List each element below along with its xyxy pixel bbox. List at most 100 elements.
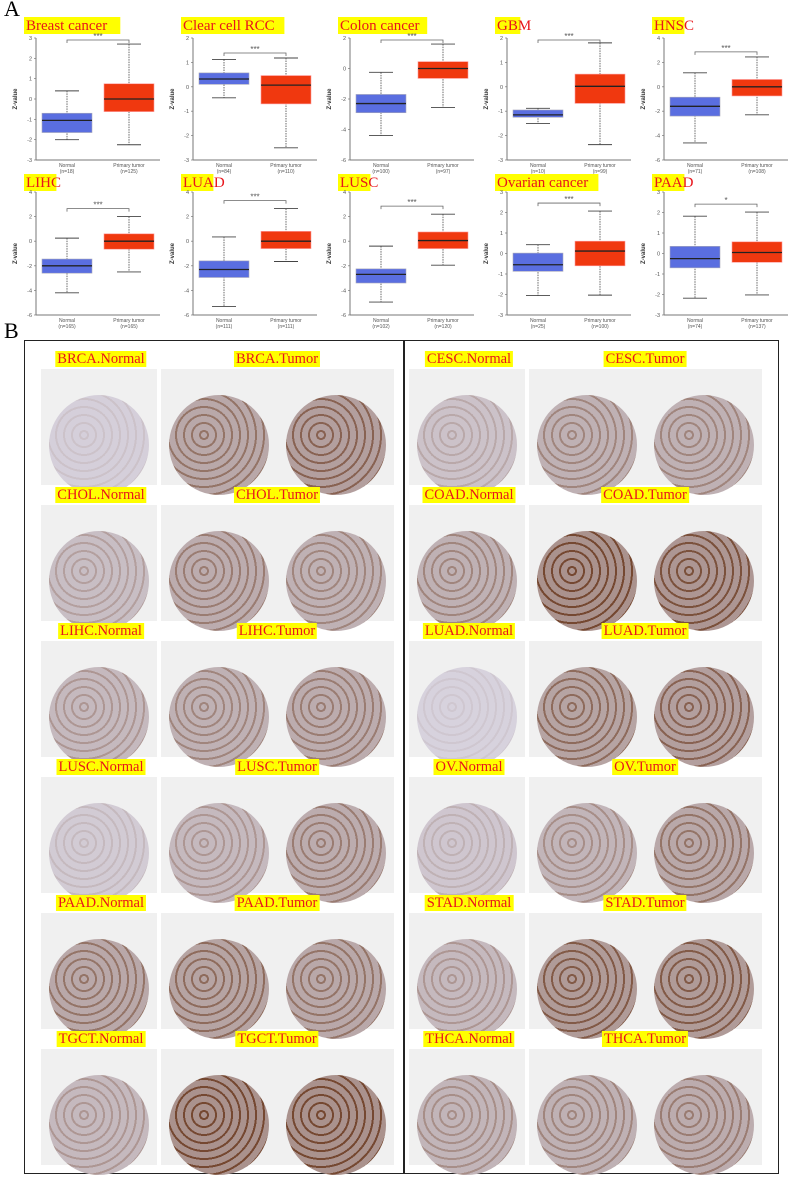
tumor-box: [103, 83, 155, 112]
tumor-tissue-image: [161, 505, 394, 631]
sample-size-label: (n=84): [217, 169, 232, 175]
sample-size-label: (n=71): [688, 169, 703, 175]
y-axis-label: Z-value: [484, 88, 490, 110]
y-tick-label: 0: [657, 252, 660, 258]
y-tick-label: -1: [184, 109, 189, 115]
normal-label: TGCT.Normal: [56, 1031, 146, 1047]
y-tick-label: 0: [500, 85, 503, 91]
tumor-label: COAD.Tumor: [601, 487, 689, 503]
y-tick-label: 4: [186, 190, 189, 196]
y-tick-label: -2: [498, 293, 503, 299]
y-tick-label: 1: [657, 231, 660, 237]
y-tick-label: -2: [498, 134, 503, 140]
tissue-core: [654, 531, 754, 631]
y-tick-label: -6: [655, 158, 660, 164]
panel-b-ihc-grid: BRCA.Normal BRCA.Tumor CESC.Normal CESC.Tum…: [24, 340, 779, 1175]
normal-box: [669, 246, 721, 269]
chart-title: GBM: [497, 18, 531, 34]
y-tick-label: -4: [27, 288, 32, 294]
normal-tissue-image: [41, 1049, 157, 1175]
y-tick-label: 2: [343, 36, 346, 42]
y-axis-label: Z-value: [641, 242, 647, 264]
y-tick-label: -2: [184, 264, 189, 270]
tissue-core: [417, 1075, 517, 1175]
tissue-core: [49, 531, 149, 631]
significance-bracket: [223, 52, 287, 57]
tissue-core: [169, 667, 269, 767]
normal-box: [512, 252, 564, 272]
normal-tissue-image: [409, 777, 525, 903]
normal-label: PAAD.Normal: [55, 895, 147, 911]
significance-bracket: [380, 205, 444, 210]
ihc-row-right: COAD.Normal COAD.Tumor: [409, 487, 769, 631]
boxplot-chart: LIHC-6-4-2024Z-valueNormal(n=165)Primary…: [13, 174, 160, 330]
normal-tissue-image: [41, 641, 157, 767]
y-tick-label: -2: [27, 138, 32, 144]
tumor-tissue-image: [529, 369, 762, 495]
tumor-box: [574, 240, 626, 267]
y-tick-label: -6: [184, 313, 189, 319]
ihc-row-left: PAAD.Normal PAAD.Tumor: [41, 895, 401, 1039]
y-tick-label: 1: [500, 60, 503, 66]
significance-bracket: [223, 200, 287, 204]
significance-bracket: [537, 39, 601, 43]
tumor-label: CHOL.Tumor: [233, 487, 321, 503]
y-tick-label: -2: [27, 264, 32, 270]
normal-label: THCA.Normal: [423, 1031, 515, 1047]
sample-size-label: (n=100): [372, 169, 390, 175]
ihc-row-right: THCA.Normal THCA.Tumor: [409, 1031, 769, 1175]
boxplot-chart: Colon cancer -6 -4 -2 0 2 Z-value Normal(n=100)…: [327, 17, 474, 175]
tissue-core: [654, 939, 754, 1039]
y-tick-label: 0: [657, 85, 660, 91]
y-tick-label: -3: [655, 313, 660, 319]
y-tick-label: -3: [498, 158, 503, 164]
tissue-core: [537, 395, 637, 495]
panel-a-boxplots: Breast cancer-3-2-10123Z-valueNormal(n=1…: [13, 17, 788, 330]
boxplot-chart: Breast cancer-3-2-10123Z-valueNormal(n=1…: [13, 17, 160, 175]
y-tick-label: 2: [343, 215, 346, 221]
y-tick-label: 3: [29, 36, 32, 42]
tumor-label: OV.Tumor: [612, 759, 678, 775]
normal-label: LUSC.Normal: [56, 759, 146, 775]
normal-label: LIHC.Normal: [58, 623, 144, 639]
y-axis-label: Z-value: [170, 242, 176, 264]
chart-title: HNSC: [654, 18, 694, 34]
tissue-core: [169, 803, 269, 903]
y-tick-label: -1: [27, 117, 32, 123]
significance-bracket: [694, 203, 758, 208]
tumor-tissue-image: [529, 777, 762, 903]
x-category-label: Primary tumor: [427, 318, 459, 324]
normal-tissue-image: [41, 777, 157, 903]
tumor-label: LUSC.Tumor: [235, 759, 319, 775]
chart-title: PAAD: [654, 175, 694, 191]
tissue-core: [417, 939, 517, 1039]
normal-tissue-image: [409, 913, 525, 1039]
y-tick-label: -2: [655, 293, 660, 299]
normal-label: COAD.Normal: [422, 487, 516, 503]
x-category-label: Normal: [530, 163, 546, 169]
normal-label: CHOL.Normal: [55, 487, 147, 503]
chart-title: LUAD: [183, 175, 225, 191]
chart-title-bg: [24, 174, 57, 191]
tissue-core: [537, 667, 637, 767]
x-category-label: Primary tumor: [741, 318, 773, 324]
y-tick-label: 2: [29, 56, 32, 62]
y-tick-label: -6: [27, 313, 32, 319]
sample-size-label: (n=111): [278, 324, 295, 330]
significance-label: ***: [93, 32, 102, 41]
sample-size-label: (n=10): [531, 169, 546, 175]
boxplot-chart: LUSC -6 -4 -2 0 2 4 Z-value Normal(n=102) Primary…: [327, 174, 474, 330]
y-tick-label: -4: [341, 288, 346, 294]
sample-size-label: (n=100): [591, 324, 609, 330]
y-tick-label: -1: [655, 272, 660, 278]
chart-title-bg: [652, 174, 685, 191]
tissue-core: [169, 395, 269, 495]
normal-label: LUAD.Normal: [422, 623, 516, 639]
tissue-core: [654, 803, 754, 903]
ihc-row-left: LIHC.Normal LIHC.Tumor: [41, 623, 401, 767]
normal-tissue-image: [409, 1049, 525, 1175]
normal-label: OV.Normal: [433, 759, 505, 775]
y-tick-label: 2: [500, 36, 503, 42]
tumor-tissue-image: [529, 505, 762, 631]
chart-title-bg: [24, 17, 121, 34]
